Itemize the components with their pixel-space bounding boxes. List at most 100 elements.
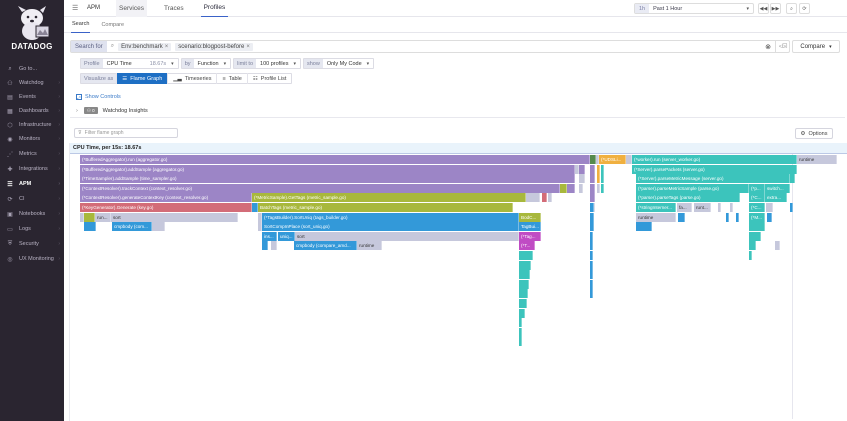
- flame-frame[interactable]: (*Server).parsePackets (server.go): [632, 164, 797, 174]
- flame-frame[interactable]: extra...: [765, 193, 787, 203]
- flame-frame[interactable]: runtime: [636, 212, 676, 222]
- flame-frame[interactable]: [567, 183, 575, 193]
- sidebar-item-infrastructure[interactable]: ⬡ Infrastructure ›: [0, 118, 64, 132]
- sidebar-item-security[interactable]: ⛨ Security ›: [0, 237, 64, 251]
- flame-frame[interactable]: (*BufferedAggregator).run (aggregator.go…: [80, 155, 590, 164]
- flame-frame[interactable]: (*M...: [749, 212, 765, 222]
- sidebar-item-go-to[interactable]: ⌕ Go to...: [0, 62, 64, 76]
- flame-frame[interactable]: [590, 183, 595, 193]
- tab-search[interactable]: Search: [71, 17, 91, 33]
- flame-frame[interactable]: [749, 222, 765, 232]
- flame-frame[interactable]: sort: [295, 231, 519, 241]
- flame-frame[interactable]: [726, 212, 729, 222]
- flame-frame[interactable]: [597, 174, 600, 184]
- flame-frame[interactable]: [80, 212, 84, 222]
- sidebar-item-logs[interactable]: ▭ Logs ›: [0, 222, 64, 236]
- flame-frame[interactable]: [579, 174, 585, 184]
- flame-frame[interactable]: [84, 212, 95, 222]
- flame-frame[interactable]: [590, 155, 596, 164]
- flame-frame[interactable]: switch...: [765, 183, 790, 193]
- clear-search-icon[interactable]: ⊗: [765, 43, 771, 51]
- flame-frame[interactable]: runtime: [357, 241, 382, 251]
- flame-frame[interactable]: [258, 222, 262, 232]
- flame-frame[interactable]: [790, 174, 795, 184]
- flame-frame[interactable]: [579, 183, 583, 193]
- flame-frame[interactable]: [596, 155, 599, 164]
- flame-frame[interactable]: [519, 318, 522, 328]
- view-timeseries-button[interactable]: ▁▃ Timeseries: [167, 73, 216, 84]
- filter-flame-graph-input[interactable]: ⊽ Filter flame graph: [74, 128, 178, 138]
- flame-frame[interactable]: [590, 222, 594, 232]
- flame-frame[interactable]: [526, 193, 540, 203]
- tab-compare[interactable]: Compare: [101, 21, 125, 28]
- compare-button[interactable]: Compare ▾: [792, 40, 840, 53]
- flame-frame[interactable]: [749, 251, 752, 260]
- flame-frame[interactable]: (*Tag...: [519, 231, 541, 241]
- close-icon[interactable]: ×: [164, 43, 169, 50]
- show-select[interactable]: show Only My Code ▾: [302, 58, 375, 69]
- flame-frame[interactable]: [590, 279, 593, 289]
- flame-frame[interactable]: [590, 260, 593, 270]
- flame-frame[interactable]: uniq...: [278, 231, 295, 241]
- flame-frame[interactable]: [766, 203, 773, 212]
- flame-frame[interactable]: (*KeyGenerator).Generate (key.go): [80, 203, 252, 212]
- flame-frame[interactable]: [590, 251, 593, 260]
- flame-frame[interactable]: TagBui...: [519, 222, 541, 232]
- flame-frame[interactable]: [252, 203, 258, 212]
- sidebar-item-integrations[interactable]: ✚ Integrations ›: [0, 162, 64, 176]
- flame-frame[interactable]: [590, 231, 593, 241]
- flame-frame[interactable]: BodC...: [519, 212, 541, 222]
- flame-frame[interactable]: [590, 289, 593, 299]
- flame-frame[interactable]: (*worker).run (server_worker.go): [632, 155, 797, 164]
- datadog-logo-icon[interactable]: [12, 4, 52, 42]
- flame-frame[interactable]: [626, 155, 632, 164]
- flame-frame[interactable]: [597, 183, 600, 193]
- flame-frame[interactable]: (*UDSLi...: [599, 155, 626, 164]
- flame-frame[interactable]: [597, 164, 600, 174]
- flame-frame[interactable]: runt...: [694, 203, 711, 212]
- tab-profiles[interactable]: Profiles: [200, 0, 229, 17]
- flame-frame[interactable]: (*MetricSample).GetTags (metric_sample.g…: [252, 193, 526, 203]
- flame-frame[interactable]: [519, 308, 525, 318]
- flame-frame[interactable]: (*BufferedAggregator).addSample (aggrega…: [80, 164, 575, 174]
- copy-icon[interactable]: ❐: [782, 44, 788, 50]
- flame-frame[interactable]: [84, 222, 96, 232]
- apm-menu-icon[interactable]: ☰: [72, 5, 79, 12]
- flame-frame[interactable]: [152, 222, 165, 232]
- flame-frame[interactable]: [775, 241, 780, 251]
- flame-frame[interactable]: sort: [111, 212, 238, 222]
- flame-frame[interactable]: [519, 299, 527, 308]
- forward-button[interactable]: ▶▶: [770, 3, 781, 14]
- flame-frame[interactable]: [749, 241, 756, 251]
- watchdog-insights-row[interactable]: › ⚇ 0 Watchdog Insights: [70, 104, 845, 118]
- flame-frame[interactable]: (*p...: [749, 183, 765, 193]
- sidebar-item-apm[interactable]: ☰ APM ›: [0, 177, 64, 191]
- flame-frame[interactable]: (*TagsBuilder).SortUniq (tags_builder.go…: [262, 212, 519, 222]
- flame-frame[interactable]: [590, 193, 595, 203]
- flame-frame[interactable]: [519, 289, 528, 299]
- flame-frame[interactable]: (*parser).parseTags (parse.go): [636, 193, 740, 203]
- flame-frame[interactable]: [590, 270, 593, 280]
- sidebar-item-monitors[interactable]: ◉ Monitors ›: [0, 132, 64, 146]
- flame-frame[interactable]: [548, 193, 552, 203]
- tab-traces[interactable]: Traces: [163, 4, 184, 12]
- flame-frame[interactable]: [560, 183, 567, 193]
- sidebar-item-dashboards[interactable]: ▦ Dashboards ›: [0, 104, 64, 118]
- sidebar-item-watchdog[interactable]: ⚇ Watchdog ›: [0, 76, 64, 90]
- flame-frame[interactable]: (*parser).parseMetricSample (parse.go): [636, 183, 749, 193]
- flame-frame[interactable]: [736, 212, 739, 222]
- refresh-button[interactable]: ⟳: [799, 3, 810, 14]
- sidebar-item-notebooks[interactable]: ▣ Notebooks ›: [0, 207, 64, 221]
- flame-frame[interactable]: fa...: [677, 203, 692, 212]
- show-controls-toggle[interactable]: ⤢ Show Controls: [76, 94, 121, 100]
- rewind-button[interactable]: ◀◀: [758, 3, 769, 14]
- code-view-icon[interactable]: </>: [775, 41, 789, 52]
- flame-frame[interactable]: [767, 212, 772, 222]
- limit-select[interactable]: limit to 100 profiles ▾: [233, 58, 301, 69]
- flame-frame[interactable]: [519, 270, 530, 280]
- flame-frame[interactable]: [519, 260, 531, 270]
- flame-frame[interactable]: [542, 193, 547, 203]
- flame-frame[interactable]: [718, 203, 721, 212]
- view-table-button[interactable]: ≡ Table: [216, 73, 246, 84]
- flame-frame[interactable]: [590, 212, 594, 222]
